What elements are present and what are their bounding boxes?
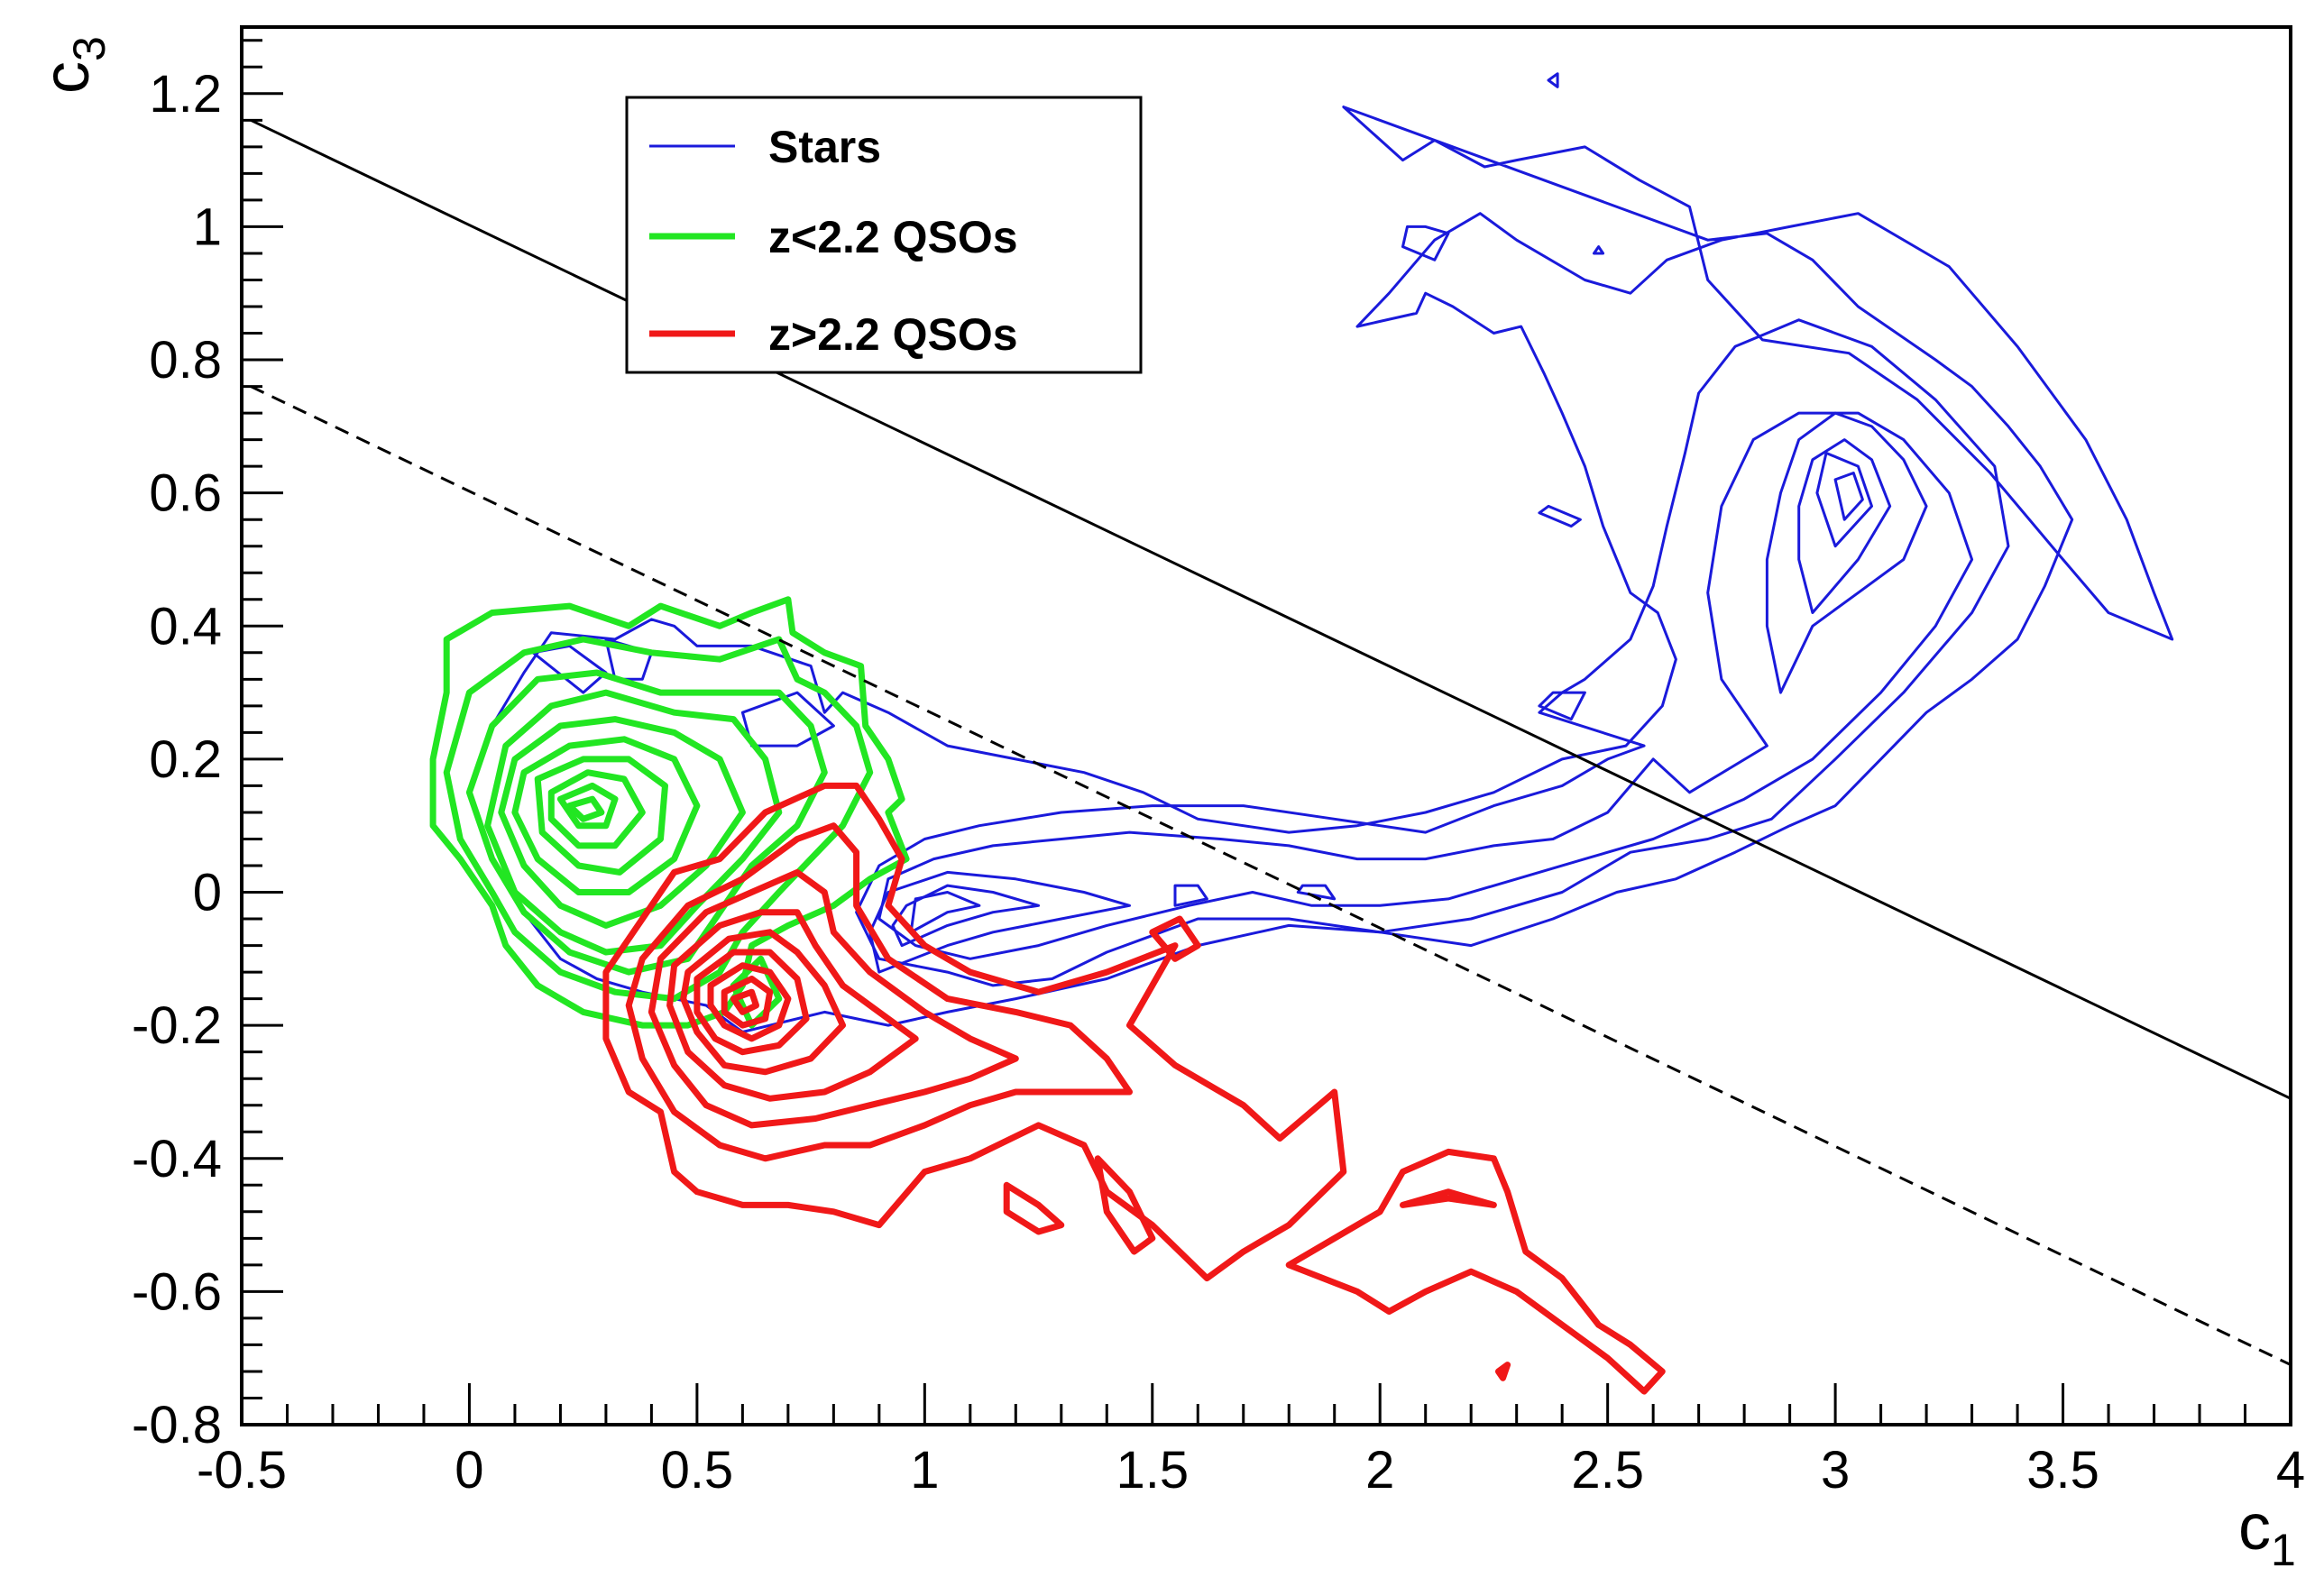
contour-stars-11 (1296, 884, 1337, 901)
contour-z-2-2-qsos-3 (666, 909, 919, 1102)
svg-text:c3: c3 (31, 36, 115, 94)
contour-stars-1 (855, 318, 2010, 987)
contour-z-2-2-qsos-1 (443, 636, 874, 1003)
x-tick-label: 2.5 (1571, 1441, 1644, 1500)
contour-z-2-2-qsos-2 (648, 868, 1019, 1129)
x-tick-label: 0.5 (661, 1441, 734, 1500)
y-tick-label: 0.4 (149, 597, 222, 656)
contour-stars-18 (531, 644, 608, 694)
contour-z-2-2-qsos-11 (1094, 1155, 1156, 1255)
contour-stars-3 (1765, 411, 1928, 694)
x-tick-label: 3 (1821, 1441, 1850, 1500)
contour-stars-0 (467, 105, 2174, 1033)
contour-stars-13 (1593, 245, 1605, 255)
y-tick-label: 0.8 (149, 331, 222, 390)
contour-stars-7 (1401, 225, 1450, 261)
contour-stars-2 (877, 411, 1974, 960)
contour-z-2-2-qsos-6 (534, 756, 668, 876)
contour-stars-16 (909, 891, 981, 934)
contour-stars-8 (1538, 691, 1586, 721)
contour-z-2-2-qsos-0 (429, 596, 910, 1029)
y-tick-label: -0.6 (132, 1262, 222, 1321)
plot-frame (240, 25, 2292, 1426)
contour-z-2-2-qsos-7 (721, 976, 774, 1029)
legend-label-stars: Stars (768, 122, 881, 172)
contour-z-2-2-qsos-3 (484, 689, 783, 956)
contour-z-2-2-qsos-9 (1149, 915, 1201, 962)
x-tick-label: -0.5 (197, 1441, 287, 1500)
y-tick-label: 0.2 (149, 730, 222, 789)
contour-stars-14 (868, 870, 1131, 974)
contour-stars-5 (1815, 451, 1873, 548)
contour-z-2-2-qsos-4 (680, 929, 846, 1076)
x-tick-label: 0 (455, 1441, 483, 1500)
x-tick-label: 2 (1365, 1441, 1394, 1500)
legend: Stars z<2.2 QSOs z>2.2 QSOs (625, 96, 1143, 374)
y-tick-label: 1.2 (149, 65, 222, 124)
contour-z-2-2-qsos-0 (602, 782, 1347, 1282)
x-tick-label: 4 (2276, 1441, 2305, 1500)
contour-z-2-2-qsos-10 (1003, 1181, 1065, 1235)
dashed-cut-line (250, 385, 2292, 1366)
y-tick-label: 1 (193, 197, 222, 256)
solid-cut-line (250, 118, 2292, 1100)
legend-label-low-z-qsos: z<2.2 QSOs (768, 212, 1018, 262)
contour-z-2-2-qsos-7 (547, 769, 646, 849)
y-tick-label: 0.6 (149, 464, 222, 523)
x-tick-label: 3.5 (2026, 1441, 2099, 1500)
contour-z-2-2-qsos-8 (730, 988, 759, 1015)
y-tick-label: -0.8 (132, 1396, 222, 1454)
y-tick-label: 0 (193, 864, 222, 922)
series-z-2-2-qsos (429, 596, 910, 1029)
x-axis-title-main: c (2238, 1491, 2271, 1564)
contour-z-2-2-qsos-5 (511, 736, 701, 895)
x-axis-title-subscript: 1 (2271, 1525, 2296, 1575)
contour-z-2-2-qsos-5 (694, 949, 810, 1056)
axes: -0.5 0 0.5 1 1.5 2 2.5 3 3.5 4 -0.8 -0.6 -0.4 -0.2 0 0.… (132, 39, 2305, 1500)
y-tick-label: -0.4 (132, 1130, 222, 1188)
contour-stars-10 (1173, 884, 1208, 907)
y-axis-title: c3 (31, 36, 115, 94)
legend-label-high-z-qsos: z>2.2 QSOs (768, 309, 1018, 360)
contour-stars-9 (1538, 504, 1582, 528)
contour-z-2-2-qsos-2 (465, 669, 828, 976)
x-tick-label: 1 (910, 1441, 939, 1500)
x-axis-title: c1 (2238, 1491, 2296, 1575)
contour-stars-6 (1833, 472, 1864, 521)
contour-z-2-2-qsos-8 (556, 782, 619, 830)
contour-z-2-2-qsos-14 (1495, 1362, 1511, 1381)
contour-z-2-2-qsos-9 (566, 795, 605, 822)
plot-series (429, 72, 2174, 1395)
contour-z-2-2-qsos-12 (1285, 1148, 1666, 1395)
cut-lines (250, 118, 2292, 1366)
contour-z-2-2-qsos-1 (625, 822, 1133, 1162)
contour-z-2-2-qsos-13 (1400, 1188, 1497, 1208)
y-axis-title-main: c (31, 61, 103, 94)
series-z-2-2-qsos (602, 782, 1666, 1395)
x-tick-label: 1.5 (1116, 1441, 1189, 1500)
contour-stars-12 (1547, 72, 1559, 88)
contour-z-2-2-qsos-6 (707, 962, 792, 1042)
y-axis-title-subscript: 3 (64, 36, 115, 61)
y-tick-label: -0.2 (132, 996, 222, 1055)
contour-stars-4 (1797, 438, 1892, 614)
series-stars (467, 72, 2174, 1033)
